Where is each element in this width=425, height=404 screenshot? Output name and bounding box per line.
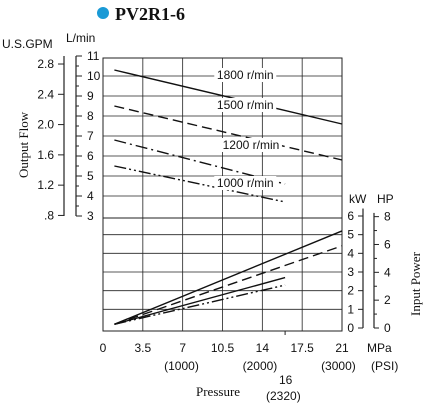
flow-line-1500 — [114, 105, 343, 161]
speed-label-bg — [219, 138, 282, 152]
lmin-tick-label: 10 — [87, 69, 101, 83]
hp-tick-label: 2 — [384, 293, 391, 307]
gpm-tick-label: 2.4 — [37, 87, 54, 101]
kw-tick-label: 3 — [347, 265, 354, 279]
output-flow-label: Output Flow — [16, 111, 31, 178]
lmin-tick-label: 11 — [87, 49, 100, 63]
hp-tick-label: 8 — [384, 210, 391, 224]
speed-label: 1000 r/min — [217, 176, 274, 190]
power-line-1500 — [114, 245, 343, 325]
mpa-tick-label: 21 — [335, 341, 349, 355]
lmin-tick-label: 4 — [87, 189, 94, 203]
chart-title: PV2R1-6 — [115, 4, 185, 24]
speed-label-bg — [214, 68, 277, 82]
gpm-tick-label: 1.2 — [37, 178, 54, 192]
flow-line-1000 — [114, 165, 286, 203]
power-series — [114, 230, 343, 325]
mpa-unit-label: MPa — [367, 341, 392, 355]
axes — [58, 55, 379, 335]
pressure-label: Pressure — [196, 384, 240, 399]
speed-label-bg — [214, 98, 277, 112]
gpm-tick-label: 1.6 — [37, 148, 54, 162]
mpa-tick-label: 3.5 — [134, 341, 151, 355]
kw-tick-label: 0 — [347, 321, 354, 335]
psi-tick-label: (1000) — [164, 359, 199, 373]
power-line-1200 — [114, 276, 286, 325]
kw-tick-label: 1 — [347, 302, 354, 316]
mpa-tick-label: 0 — [100, 341, 107, 355]
lmin-tick-label: 8 — [87, 109, 94, 123]
lmin-unit-label: L/min — [66, 31, 95, 45]
psi-tick-label: (2000) — [243, 359, 278, 373]
hp-tick-label: 6 — [384, 237, 391, 251]
kw-tick-label: 2 — [347, 284, 354, 298]
hp-tick-label: 0 — [384, 321, 391, 335]
speed-labels: 1800 r/min 1500 r/min 1200 r/min 1000 r/min — [214, 68, 282, 190]
kw-tick-label: 6 — [347, 209, 354, 223]
gpm-unit-label: U.S.GPM — [2, 37, 53, 51]
title-marker — [97, 7, 109, 19]
speed-label-bg — [214, 176, 277, 190]
hp-unit-label: HP — [377, 192, 394, 206]
flow-series — [114, 69, 343, 203]
mpa-tick-label: 10.5 — [211, 341, 235, 355]
gpm-tick-label: .8 — [44, 208, 54, 222]
power-line-1000 — [114, 284, 286, 325]
power-line-1800 — [114, 230, 343, 325]
extra-tick-psi: (2320) — [266, 389, 301, 403]
speed-label: 1500 r/min — [217, 98, 274, 112]
lmin-tick-label: 3 — [87, 209, 94, 223]
mpa-tick-label: 17.5 — [290, 341, 314, 355]
hp-tick-label: 4 — [384, 265, 391, 279]
psi-unit-label: (PSI) — [371, 359, 398, 373]
mpa-tick-label: 14 — [256, 341, 270, 355]
kw-tick-label: 4 — [347, 246, 354, 260]
speed-label: 1800 r/min — [217, 68, 274, 82]
gpm-tick-label: 2.8 — [37, 57, 54, 71]
kw-unit-label: kW — [349, 192, 367, 206]
speed-label: 1200 r/min — [223, 138, 280, 152]
mpa-tick-label: 7 — [179, 341, 186, 355]
psi-tick-label: (3000) — [321, 359, 356, 373]
extra-tick-mpa: 16 — [279, 373, 293, 387]
lmin-tick-label: 5 — [87, 169, 94, 183]
gpm-tick-label: 2.0 — [37, 118, 54, 132]
flow-line-1800 — [114, 69, 343, 125]
kw-tick-label: 5 — [347, 228, 354, 242]
input-power-label: Input Power — [408, 251, 423, 316]
lmin-tick-label: 9 — [87, 89, 94, 103]
lmin-tick-label: 7 — [87, 129, 94, 143]
flow-line-1200 — [114, 139, 286, 185]
lmin-tick-label: 6 — [87, 149, 94, 163]
